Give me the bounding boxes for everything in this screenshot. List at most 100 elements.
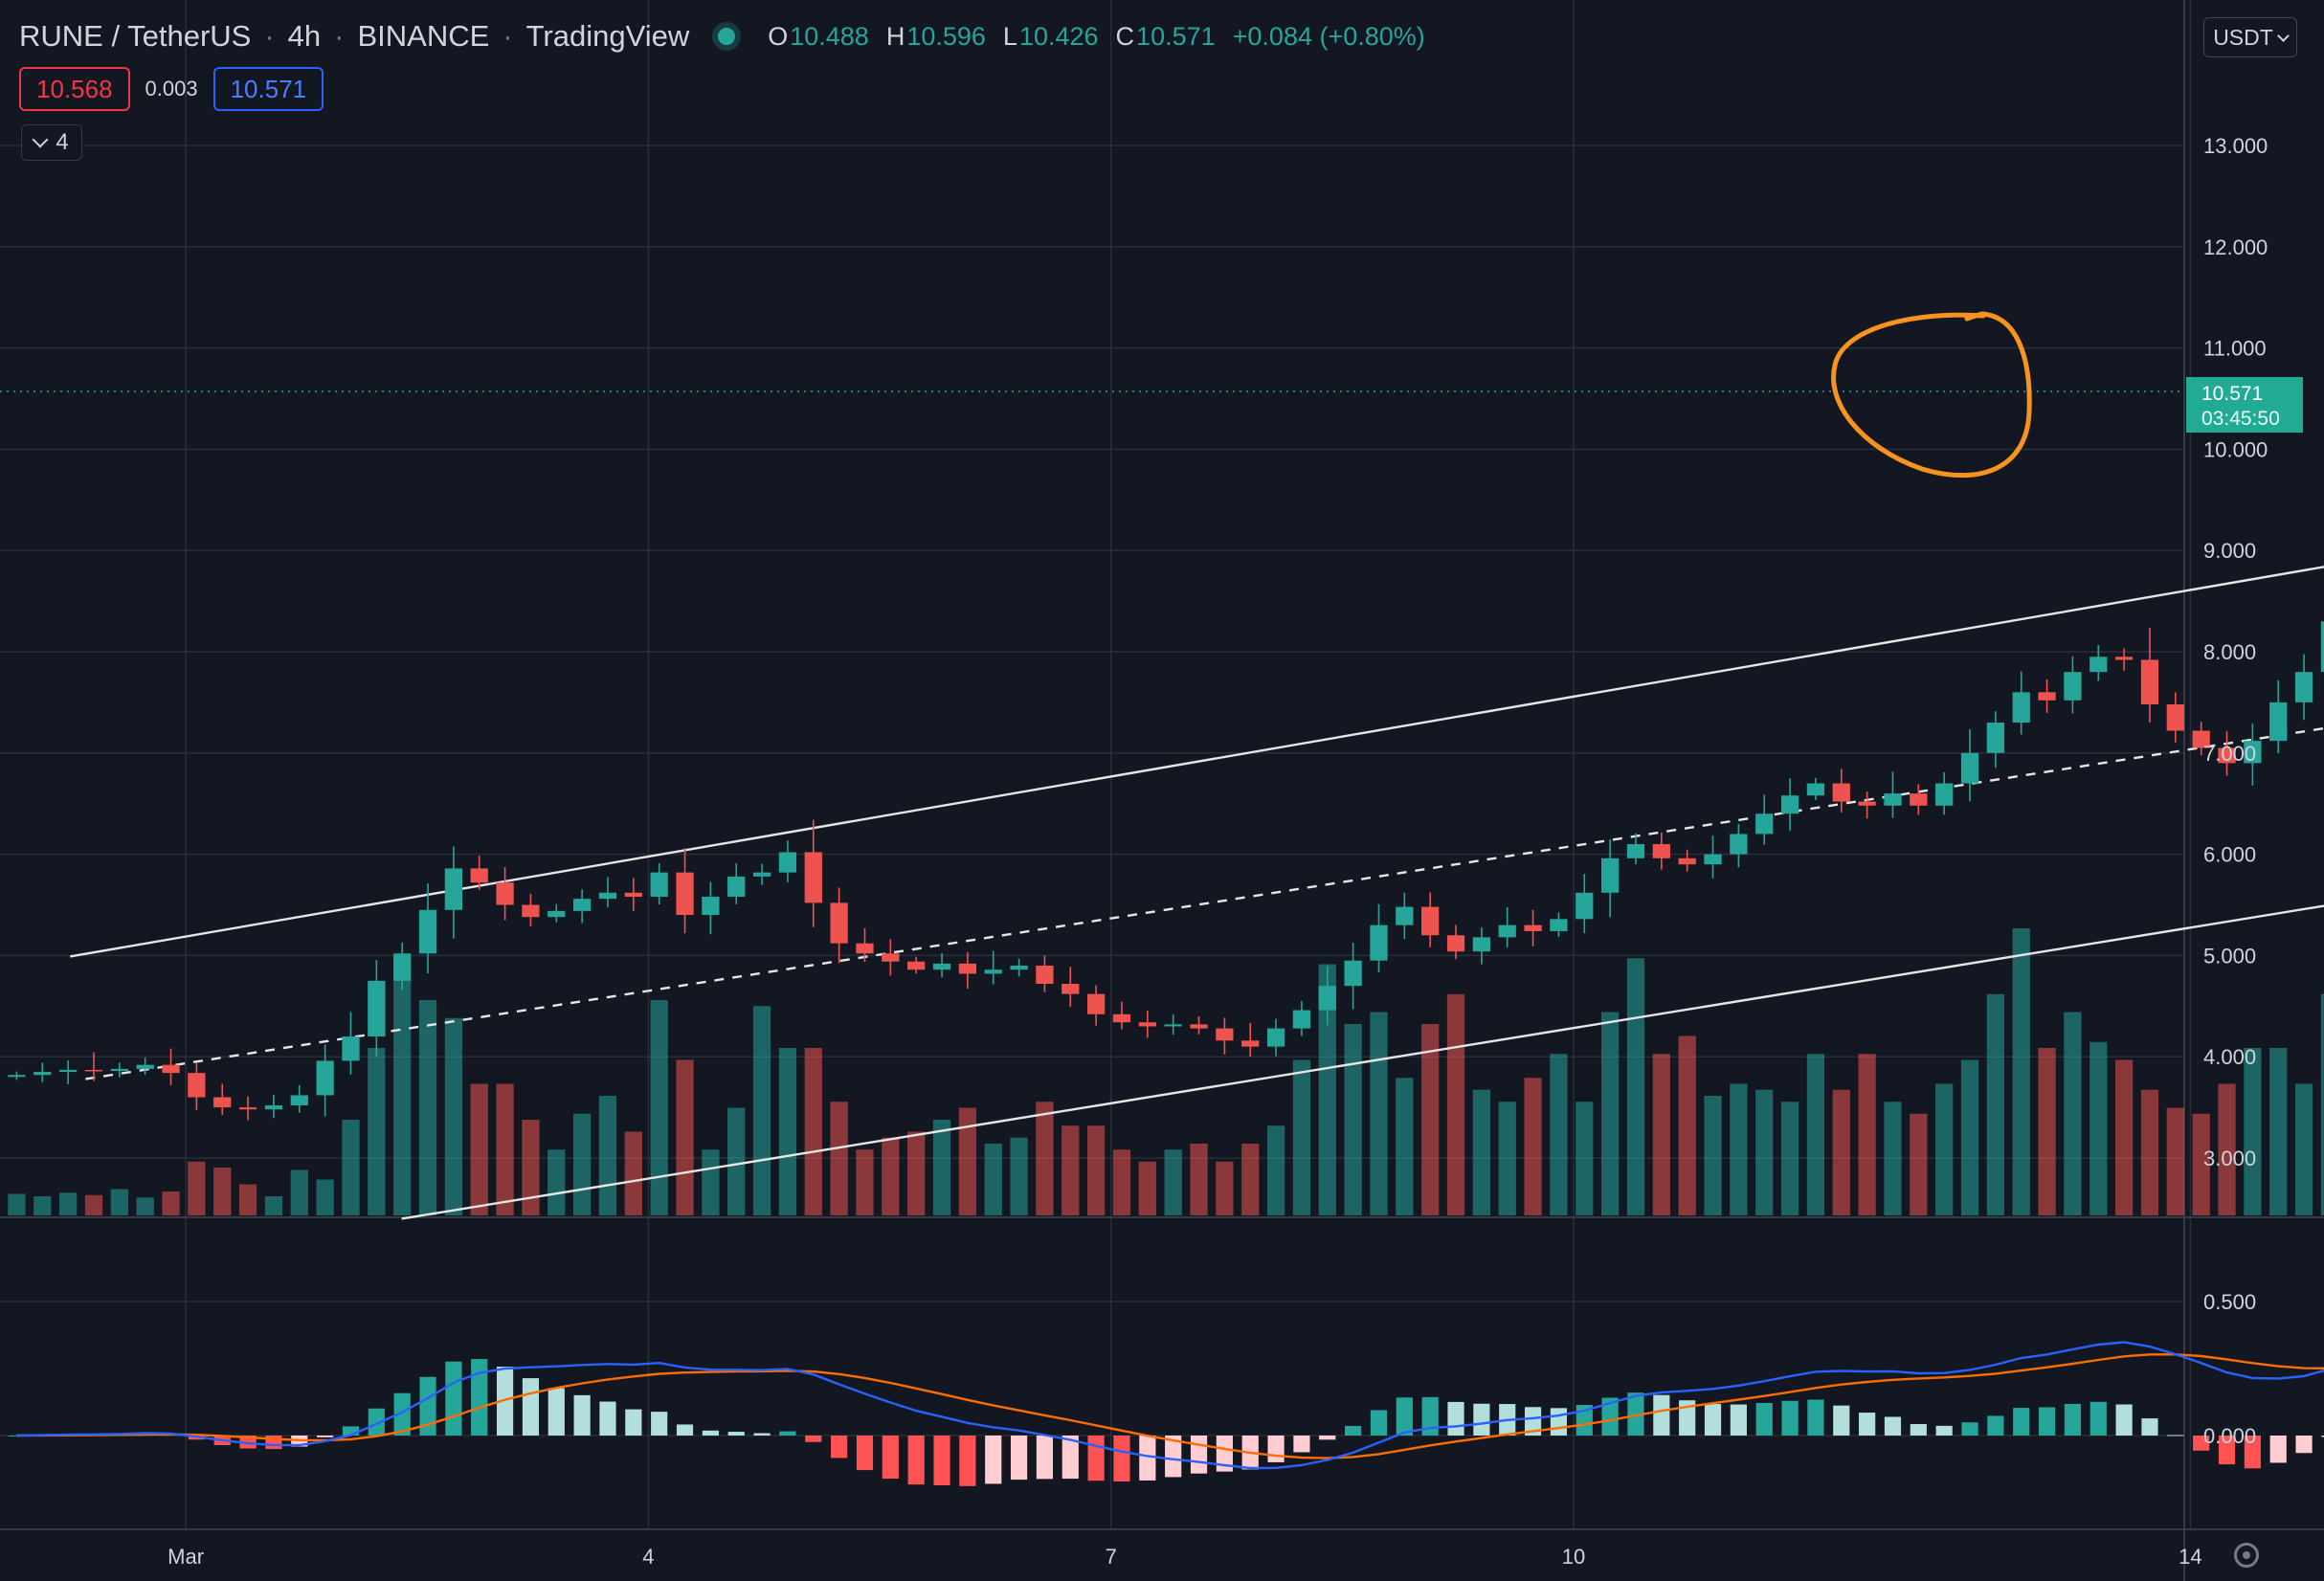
candle-body: [2064, 672, 2082, 701]
volume-bar: [1960, 1059, 1979, 1215]
candle-body: [1986, 723, 2005, 753]
ohlc-close: C10.571: [1115, 21, 1216, 51]
macd-histogram-bar: [547, 1388, 565, 1436]
candle-body: [1190, 1024, 1208, 1029]
candle-body: [1755, 813, 1774, 835]
volume-bar: [1396, 1078, 1414, 1215]
candle-body: [856, 943, 874, 954]
volume-bar: [1575, 1102, 1594, 1215]
macd-histogram-bar: [1345, 1425, 1362, 1436]
price-tick-label: 13.000: [2203, 134, 2268, 158]
currency-label: USDT: [2213, 24, 2273, 50]
volume-bar: [2244, 1048, 2262, 1215]
volume-bar: [856, 1149, 874, 1215]
bid-button[interactable]: 10.568: [19, 67, 130, 111]
candle-body: [727, 876, 746, 898]
volume-bar: [418, 1000, 437, 1215]
volume-bar: [2064, 1012, 2082, 1215]
highlight-circle-annotation[interactable]: [1831, 311, 2032, 479]
macd-histogram-bar: [2167, 1435, 2184, 1436]
candle-body: [188, 1073, 206, 1098]
candle-body: [1036, 965, 1054, 985]
price-tick-label: 9.000: [2203, 539, 2256, 563]
volume-bar: [290, 1169, 308, 1215]
macd-histogram-bar: [1627, 1392, 1644, 1436]
macd-histogram-bar: [1139, 1436, 1156, 1481]
volume-bar: [1626, 958, 1645, 1215]
candle-body: [676, 872, 694, 916]
volume-bar: [598, 1096, 617, 1215]
volume-bar: [1730, 1083, 1748, 1215]
macd-histogram-bar: [1010, 1436, 1028, 1481]
candle-body: [444, 868, 463, 910]
macd-histogram-bar: [779, 1431, 796, 1436]
candle-body: [1292, 1010, 1311, 1029]
macd-histogram-bar: [393, 1392, 411, 1436]
candle-body: [1884, 793, 1902, 806]
currency-select[interactable]: USDT: [2203, 17, 2297, 57]
parallel-channel[interactable]: [70, 0, 2324, 1220]
interval-label[interactable]: 4h: [287, 19, 322, 53]
spread-value: 0.003: [145, 77, 198, 100]
bar-countdown: 03:45:50: [2201, 408, 2280, 430]
macd-histogram-bar: [1910, 1424, 1927, 1436]
macd-histogram-bar: [1987, 1415, 2004, 1436]
volume-bar: [1858, 1054, 1876, 1215]
volume-bar: [238, 1184, 257, 1215]
volume-bar: [264, 1196, 283, 1215]
volume-bars: [8, 928, 2324, 1215]
macd-histogram-bar: [419, 1376, 436, 1436]
settings-gear-icon[interactable]: [2234, 1543, 2259, 1568]
macd-histogram-bar: [1859, 1413, 1876, 1436]
volume-bar: [572, 1113, 592, 1215]
last-price-label: 10.571 03:45:50: [2186, 377, 2303, 433]
macd-histogram-bar: [1036, 1436, 1054, 1480]
macd-histogram-bar: [1807, 1399, 1824, 1436]
candle-body: [1112, 1013, 1131, 1023]
candle-body: [2269, 701, 2288, 742]
macd-histogram-bar: [933, 1436, 950, 1486]
volume-bar: [1216, 1161, 1234, 1215]
volume-bar: [1755, 1089, 1774, 1215]
volume-bar: [958, 1107, 977, 1215]
symbol-name[interactable]: RUNE / TetherUS: [19, 19, 252, 53]
volume-bar: [162, 1191, 180, 1215]
volume-bar: [907, 1131, 926, 1215]
candle-body: [932, 963, 951, 970]
macd-histogram-bar: [2089, 1401, 2107, 1436]
candle-body: [1652, 844, 1670, 858]
volume-bar: [1550, 1054, 1568, 1215]
macd-pane: [8, 1341, 2324, 1486]
candle-body: [804, 852, 822, 903]
volume-bar: [2114, 1059, 2134, 1215]
volume-bar: [676, 1059, 694, 1215]
price-tick-label: 5.000: [2203, 944, 2256, 968]
volume-bar: [1472, 1089, 1491, 1215]
time-tick-label: 10: [1562, 1545, 1585, 1569]
candle-body: [2140, 659, 2159, 705]
indicators-toggle-button[interactable]: 4: [21, 124, 82, 161]
volume-bar: [1678, 1035, 1696, 1215]
volume-bar: [1832, 1089, 1850, 1215]
volume-bar: [393, 976, 412, 1215]
candle-body: [650, 872, 668, 898]
macd-histogram-bar: [1755, 1403, 1773, 1436]
source-label: TradingView: [525, 19, 690, 53]
ask-button[interactable]: 10.571: [212, 67, 324, 111]
candle-body: [162, 1064, 180, 1074]
volume-bar: [1138, 1161, 1156, 1215]
price-tick-label: 12.000: [2203, 235, 2268, 259]
candle-body: [2038, 692, 2056, 701]
macd-histogram-bar: [831, 1436, 848, 1459]
macd-histogram-bar: [985, 1436, 1002, 1484]
volume-bar: [2192, 1113, 2210, 1215]
macd-histogram-bar: [1113, 1436, 1130, 1482]
candle-body: [1806, 783, 1825, 796]
candle-body: [522, 904, 540, 918]
quote-row: 10.568 0.003 10.571: [19, 67, 324, 111]
volume-bar: [1524, 1078, 1542, 1215]
candle-body: [290, 1095, 308, 1105]
volume-bar: [650, 1000, 668, 1215]
chevron-down-icon: [2276, 29, 2290, 42]
